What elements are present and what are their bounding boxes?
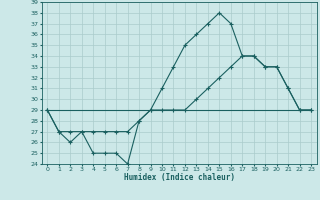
X-axis label: Humidex (Indice chaleur): Humidex (Indice chaleur) bbox=[124, 173, 235, 182]
